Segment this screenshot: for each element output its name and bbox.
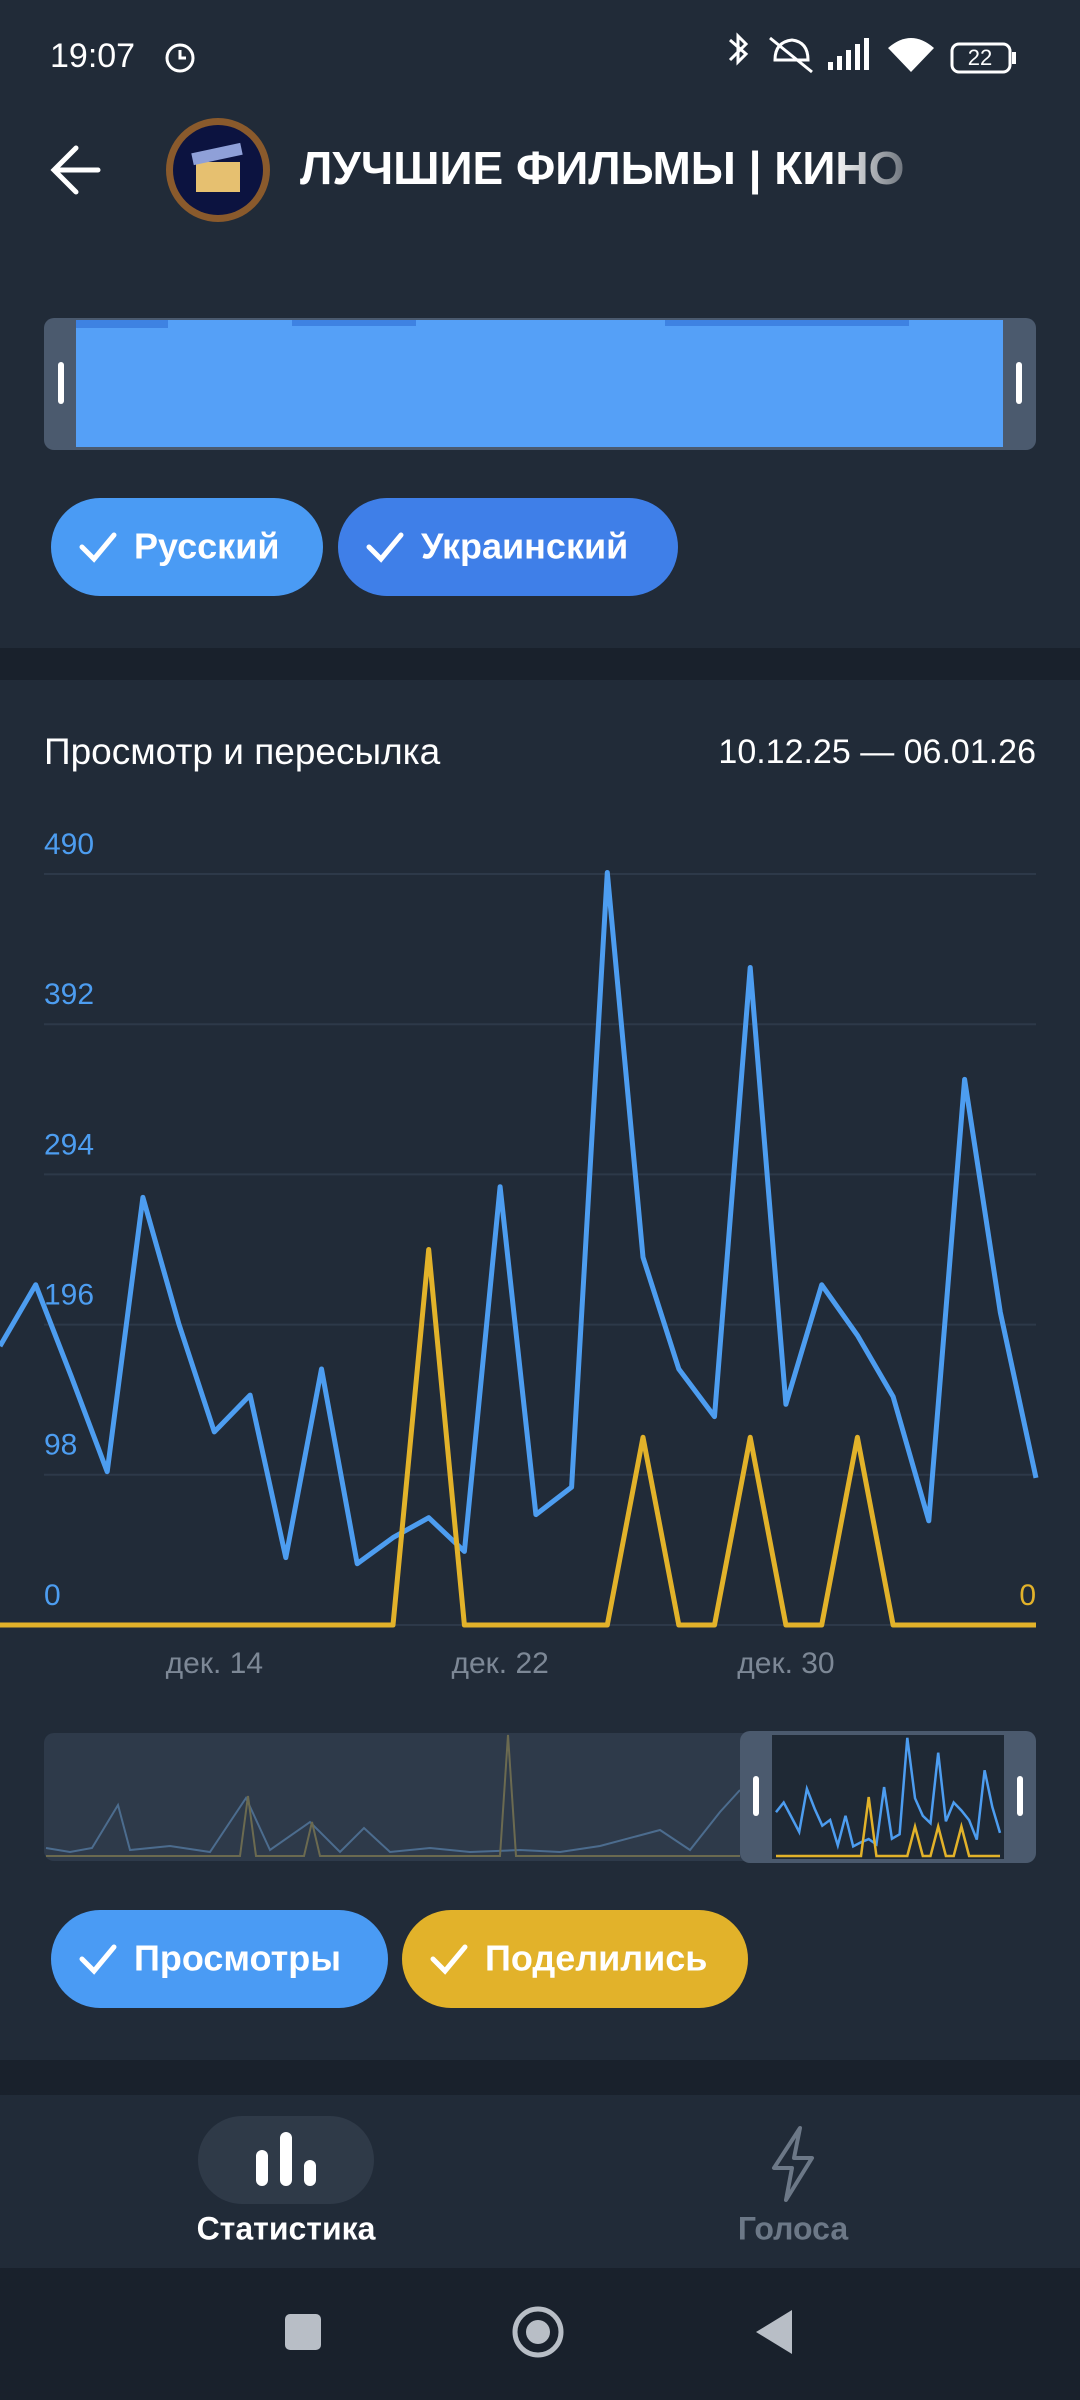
- nav-label[interactable]: Статистика: [197, 2210, 376, 2246]
- navigator-history: [46, 1734, 740, 1857]
- bottom-nav: [0, 2095, 1080, 2268]
- legend-chip[interactable]: [402, 1910, 748, 2008]
- chart-date-range: 10.12.25 — 06.01.26: [718, 733, 1036, 771]
- language-chip[interactable]: [51, 498, 323, 596]
- navigator-line: [776, 1796, 1000, 1858]
- check-icon: [430, 1944, 468, 1975]
- legend-label: Просмотры: [134, 1938, 341, 1979]
- range-stripe: [292, 320, 416, 326]
- navigator-handle[interactable]: [753, 1776, 759, 1816]
- votes-icon: [772, 2126, 814, 2202]
- legend-chip[interactable]: [51, 1910, 388, 2008]
- y-tick-label: 0: [44, 1579, 61, 1612]
- language-label: Русский: [134, 526, 279, 567]
- channel-title: ЛУЧШИЕ ФИЛЬМЫ | КИНО: [300, 142, 904, 194]
- language-label: Украинский: [421, 526, 628, 567]
- language-chip[interactable]: [338, 498, 678, 596]
- plot-area: [0, 870, 1039, 1628]
- y-tick-label: 392: [44, 978, 94, 1011]
- navigator-line: [775, 1737, 1002, 1851]
- back-system-button[interactable]: [756, 2310, 792, 2354]
- alarm-icon: [165, 43, 195, 73]
- channel-avatar: [166, 118, 270, 222]
- status-icons: [728, 32, 1016, 74]
- check-icon: [79, 532, 117, 563]
- range-handle[interactable]: [1016, 362, 1022, 404]
- y-tick-label: 294: [44, 1128, 94, 1161]
- navigator-handle[interactable]: [1017, 1776, 1023, 1816]
- range-window: [76, 320, 1003, 447]
- check-icon: [79, 1944, 117, 1975]
- range-stripe: [665, 320, 909, 326]
- y2-tick-label: 0: [1019, 1579, 1036, 1612]
- x-tick-label: дек. 14: [166, 1647, 263, 1680]
- x-tick-label: дек. 30: [737, 1647, 834, 1680]
- recents-button[interactable]: [285, 2314, 321, 2350]
- series-line: [0, 1247, 1036, 1628]
- x-tick-label: дек. 22: [451, 1647, 548, 1680]
- navigator-history: [45, 1789, 741, 1854]
- chart-title: Просмотр и пересылка: [44, 731, 441, 772]
- stats-icon: [256, 2132, 316, 2186]
- back-button[interactable]: [50, 145, 101, 195]
- status-time: 19:07: [50, 37, 135, 75]
- nav-label[interactable]: Голоса: [738, 2210, 849, 2246]
- navigator-window: [772, 1735, 1004, 1859]
- series-line: [0, 870, 1039, 1567]
- battery-level: 22: [968, 45, 992, 70]
- y-tick-label: 490: [44, 828, 94, 861]
- legend-label: Поделились: [485, 1938, 707, 1979]
- home-button[interactable]: [512, 2306, 564, 2358]
- check-icon: [366, 532, 404, 563]
- y-tick-label: 98: [44, 1429, 77, 1462]
- home-button-dot: [526, 2320, 550, 2344]
- y-tick-label: 196: [44, 1279, 94, 1312]
- range-stripe: [76, 320, 168, 328]
- range-handle[interactable]: [58, 362, 64, 404]
